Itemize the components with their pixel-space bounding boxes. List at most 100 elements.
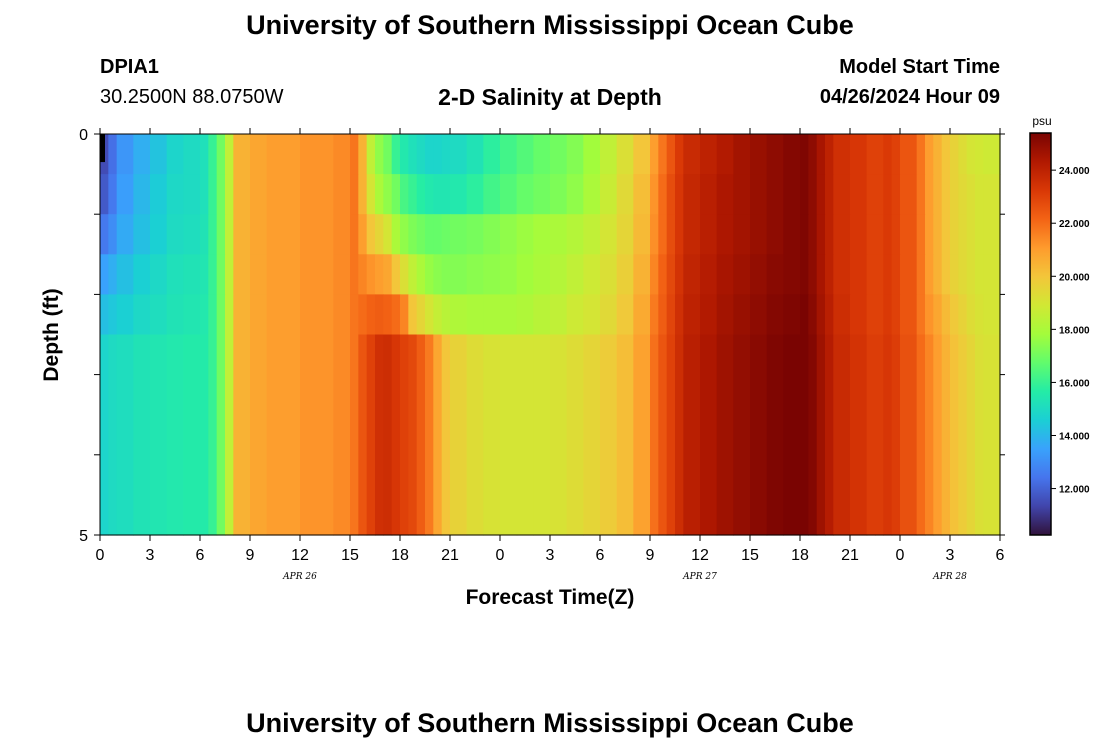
heatmap-cell: [375, 294, 384, 336]
heatmap-cell: [875, 214, 884, 255]
heatmap-cell: [616, 254, 634, 295]
heatmap-cell: [916, 214, 926, 255]
heatmap-cell: [800, 254, 809, 295]
heatmap-cell: [583, 174, 601, 215]
heatmap-cell: [891, 294, 901, 336]
heatmap-cell: [816, 214, 826, 255]
heatmap-cell: [100, 254, 109, 295]
heatmap-cell: [408, 134, 418, 175]
heatmap-cell: [966, 214, 976, 255]
heatmap-cell: [916, 334, 926, 536]
heatmap-cell: [200, 134, 209, 175]
heatmap-cell: [600, 254, 618, 295]
heatmap-cell: [966, 134, 976, 175]
heatmap-cell: [633, 134, 651, 175]
heatmap-cell: [208, 134, 218, 175]
heatmap-cell: [100, 334, 109, 536]
heatmap-cell: [300, 214, 334, 255]
heatmap-cell: [400, 294, 409, 336]
x-tick-label: 9: [646, 547, 655, 564]
heatmap-cell: [766, 174, 784, 215]
heatmap-cell: [950, 294, 959, 336]
heatmap-cell: [750, 334, 768, 536]
heatmap-cell: [875, 174, 884, 215]
heatmap-cell: [391, 294, 401, 336]
heatmap-cell: [358, 254, 368, 295]
heatmap-cell: [733, 214, 751, 255]
heatmap-cell: [716, 294, 734, 336]
heatmap-cell: [966, 174, 976, 215]
heatmap-cell: [391, 334, 401, 536]
heatmap-cell: [891, 134, 901, 175]
heatmap-cell: [733, 174, 751, 215]
heatmap-cell: [383, 134, 393, 175]
heatmap-cell: [200, 334, 209, 536]
heatmap-cell: [250, 214, 268, 255]
heatmap-cell: [466, 294, 484, 336]
colorbar-tick-label: 24.000: [1059, 166, 1090, 177]
heatmap-cell: [233, 254, 251, 295]
heatmap-cell: [666, 334, 676, 536]
heatmap-cell: [933, 134, 943, 175]
heatmap-cell: [466, 254, 484, 295]
heatmap-cell: [400, 254, 409, 295]
heatmap-cell: [633, 174, 651, 215]
x-tick-label: 12: [691, 547, 709, 564]
heatmap-cell: [900, 334, 918, 536]
heatmap-cell: [550, 334, 568, 536]
heatmap-cell: [333, 294, 351, 336]
heatmap-cell: [358, 134, 368, 175]
heatmap-cell: [833, 174, 851, 215]
heatmap-cell: [800, 334, 809, 536]
heatmap-cell: [116, 134, 134, 175]
heatmap-cell: [133, 334, 151, 536]
heatmap-cell: [683, 334, 701, 536]
colorbar-tick-label: 12.000: [1059, 485, 1090, 496]
heatmap-cell: [225, 214, 234, 255]
heatmap-cell: [300, 294, 334, 336]
heatmap-cell: [466, 174, 484, 215]
heatmap-cell: [416, 134, 426, 175]
heatmap-cell: [391, 214, 401, 255]
heatmap-cell: [583, 134, 601, 175]
heatmap-cell: [866, 174, 876, 215]
heatmap-cell: [250, 334, 268, 536]
heatmap-cell: [891, 214, 901, 255]
heatmap-cell: [450, 174, 468, 215]
heatmap-cell: [933, 294, 943, 336]
heatmap-cell: [983, 294, 1001, 336]
heatmap-cell: [358, 174, 368, 215]
heatmap-cell: [500, 214, 518, 255]
heatmap-cell: [600, 294, 618, 336]
heatmap-cell: [550, 294, 568, 336]
heatmap-cell: [266, 134, 301, 175]
heatmap-cell: [983, 214, 1001, 255]
heatmap-cell: [400, 174, 409, 215]
heatmap-cell: [450, 134, 468, 175]
heatmap-cell: [891, 254, 901, 295]
heatmap-cell: [500, 334, 518, 536]
heatmap-cell: [116, 294, 134, 336]
heatmap-cell: [108, 214, 118, 255]
heatmap-cell: [516, 334, 534, 536]
heatmap-cell: [850, 134, 868, 175]
heatmap-cell: [925, 214, 934, 255]
heatmap-cell: [266, 334, 301, 536]
heatmap-cell: [583, 214, 601, 255]
heatmap-cell: [200, 174, 209, 215]
heatmap-cell: [650, 254, 659, 295]
heatmap-cell: [833, 254, 851, 295]
heatmap-cell: [366, 254, 376, 295]
heatmap-cell: [416, 294, 426, 336]
heatmap-cell: [783, 294, 801, 336]
heatmap-cell: [658, 254, 668, 295]
heatmap-cell: [616, 214, 634, 255]
heatmap-cell: [983, 334, 1001, 536]
heatmap-cell: [358, 214, 368, 255]
heatmap-cell: [550, 174, 568, 215]
heatmap-cell: [716, 334, 734, 536]
heatmap-cell: [116, 254, 134, 295]
heatmap-cell: [483, 134, 501, 175]
heatmap-cell: [466, 334, 484, 536]
heatmap-cell: [483, 254, 501, 295]
